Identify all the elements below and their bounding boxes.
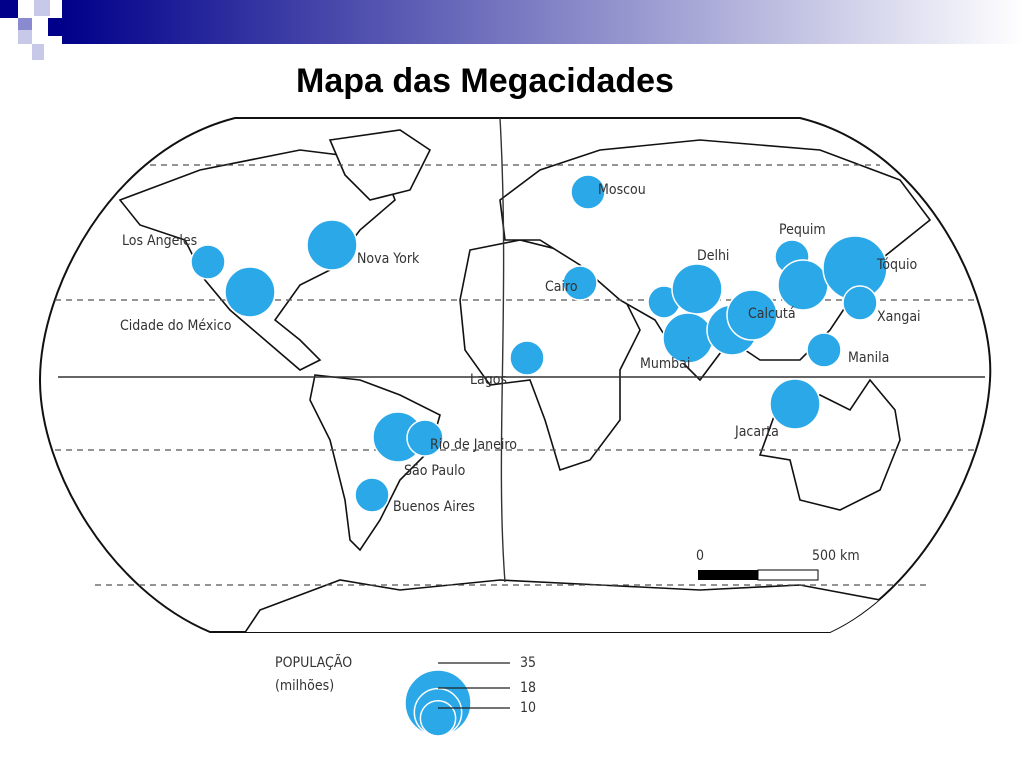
map: Los Angeles Cidade do México Nova York M… bbox=[38, 117, 992, 633]
city-label: São Paulo bbox=[404, 463, 466, 479]
legend-value: 10 bbox=[520, 700, 536, 716]
legend: POPULAÇÃO (milhões) 35 18 10 bbox=[275, 654, 536, 737]
city-label: Lagos bbox=[470, 372, 507, 388]
legend-value: 35 bbox=[520, 655, 536, 671]
city-label: Calcutá bbox=[748, 306, 796, 322]
legend-title: POPULAÇÃO bbox=[275, 654, 352, 671]
scale-label: 500 km bbox=[812, 548, 860, 564]
legend-circle bbox=[419, 699, 457, 737]
city-label: Pequim bbox=[779, 222, 826, 238]
city-label: Cairo bbox=[545, 279, 578, 295]
scale-bar: 0 500 km bbox=[696, 548, 860, 581]
city-label: Jacarta bbox=[734, 424, 779, 440]
legend-unit: (milhões) bbox=[275, 678, 334, 694]
city-label: Nova York bbox=[357, 251, 420, 267]
city-label: Xangai bbox=[877, 309, 921, 325]
city-label: Buenos Aires bbox=[393, 499, 475, 515]
city-label: Delhi bbox=[697, 248, 729, 264]
city-label: Manila bbox=[848, 350, 889, 366]
scale-label: 0 bbox=[696, 548, 704, 564]
title: Mapa das Megacidades bbox=[296, 62, 674, 100]
city-label: Cidade do México bbox=[120, 318, 232, 334]
city-label: Tóquio bbox=[876, 257, 917, 273]
legend-value: 18 bbox=[520, 680, 536, 696]
city-label: Los Angeles bbox=[122, 233, 197, 249]
city-circles bbox=[190, 174, 888, 513]
city-label: Mumbai bbox=[640, 356, 690, 372]
decoration bbox=[0, 0, 1024, 60]
city-label: Moscou bbox=[598, 182, 646, 198]
city-label: Rio de Janeiro bbox=[430, 437, 517, 453]
